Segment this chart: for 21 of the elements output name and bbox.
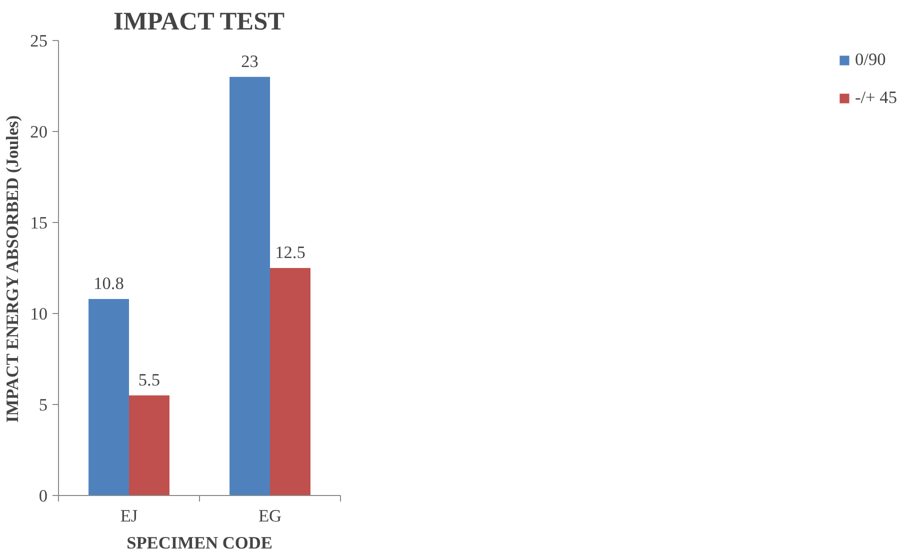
y-tick-label: 25: [30, 32, 48, 50]
chart-title: IMPACT TEST: [114, 8, 285, 36]
x-axis-title: SPECIMEN CODE: [126, 534, 272, 552]
bar: [88, 298, 129, 496]
y-tick-label: 0: [38, 486, 48, 506]
bar: [129, 395, 170, 496]
bar: [270, 268, 310, 496]
data-label: 23: [241, 52, 258, 71]
data-label: 5.5: [138, 370, 160, 390]
y-tick-label: 5: [38, 396, 48, 414]
y-tick-label: 20: [30, 122, 48, 142]
y-tick-label: 15: [30, 214, 48, 232]
x-tick-label: EJ: [120, 506, 138, 526]
legend-label: -/+ 45: [854, 88, 897, 108]
x-tick-label: EG: [258, 506, 282, 526]
data-label: 12.5: [275, 243, 306, 262]
bar: [230, 76, 270, 496]
data-label: 10.8: [94, 274, 124, 293]
y-axis-title: IMPACT ENERGY ABSORBED (Joules): [3, 115, 22, 423]
legend-label: 0/90: [854, 50, 886, 70]
y-tick-label: 10: [30, 304, 48, 324]
